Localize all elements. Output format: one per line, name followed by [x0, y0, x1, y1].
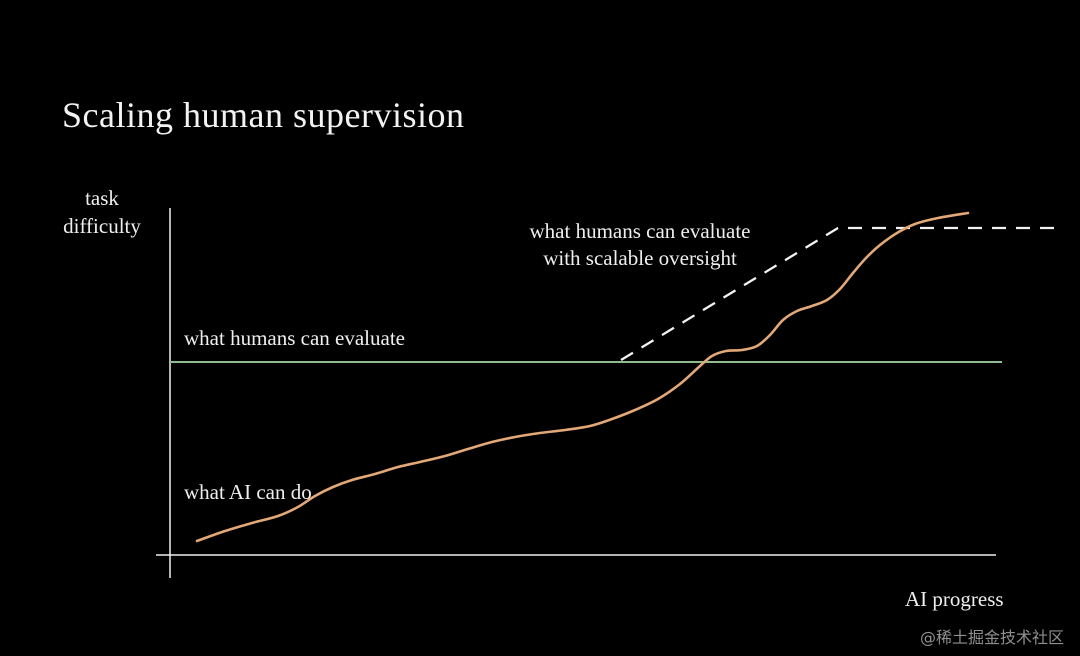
- axes: [156, 208, 996, 578]
- watermark: @稀土掘金技术社区: [919, 628, 1064, 647]
- series-oversight-dashed: [620, 226, 1057, 361]
- oversight-label-line1: what humans can evaluate: [529, 219, 751, 243]
- y-axis-label: task difficulty: [63, 186, 141, 238]
- oversight-label: what humans can evaluate with scalable o…: [455, 218, 825, 272]
- human-eval-label: what humans can evaluate: [184, 326, 405, 350]
- oversight-label-line2: with scalable oversight: [543, 246, 737, 270]
- series-ai-curve: [195, 211, 970, 543]
- ai-label: what AI can do: [184, 480, 312, 504]
- page-title: Scaling human supervision: [62, 95, 465, 135]
- x-axis-label: AI progress: [905, 587, 1004, 611]
